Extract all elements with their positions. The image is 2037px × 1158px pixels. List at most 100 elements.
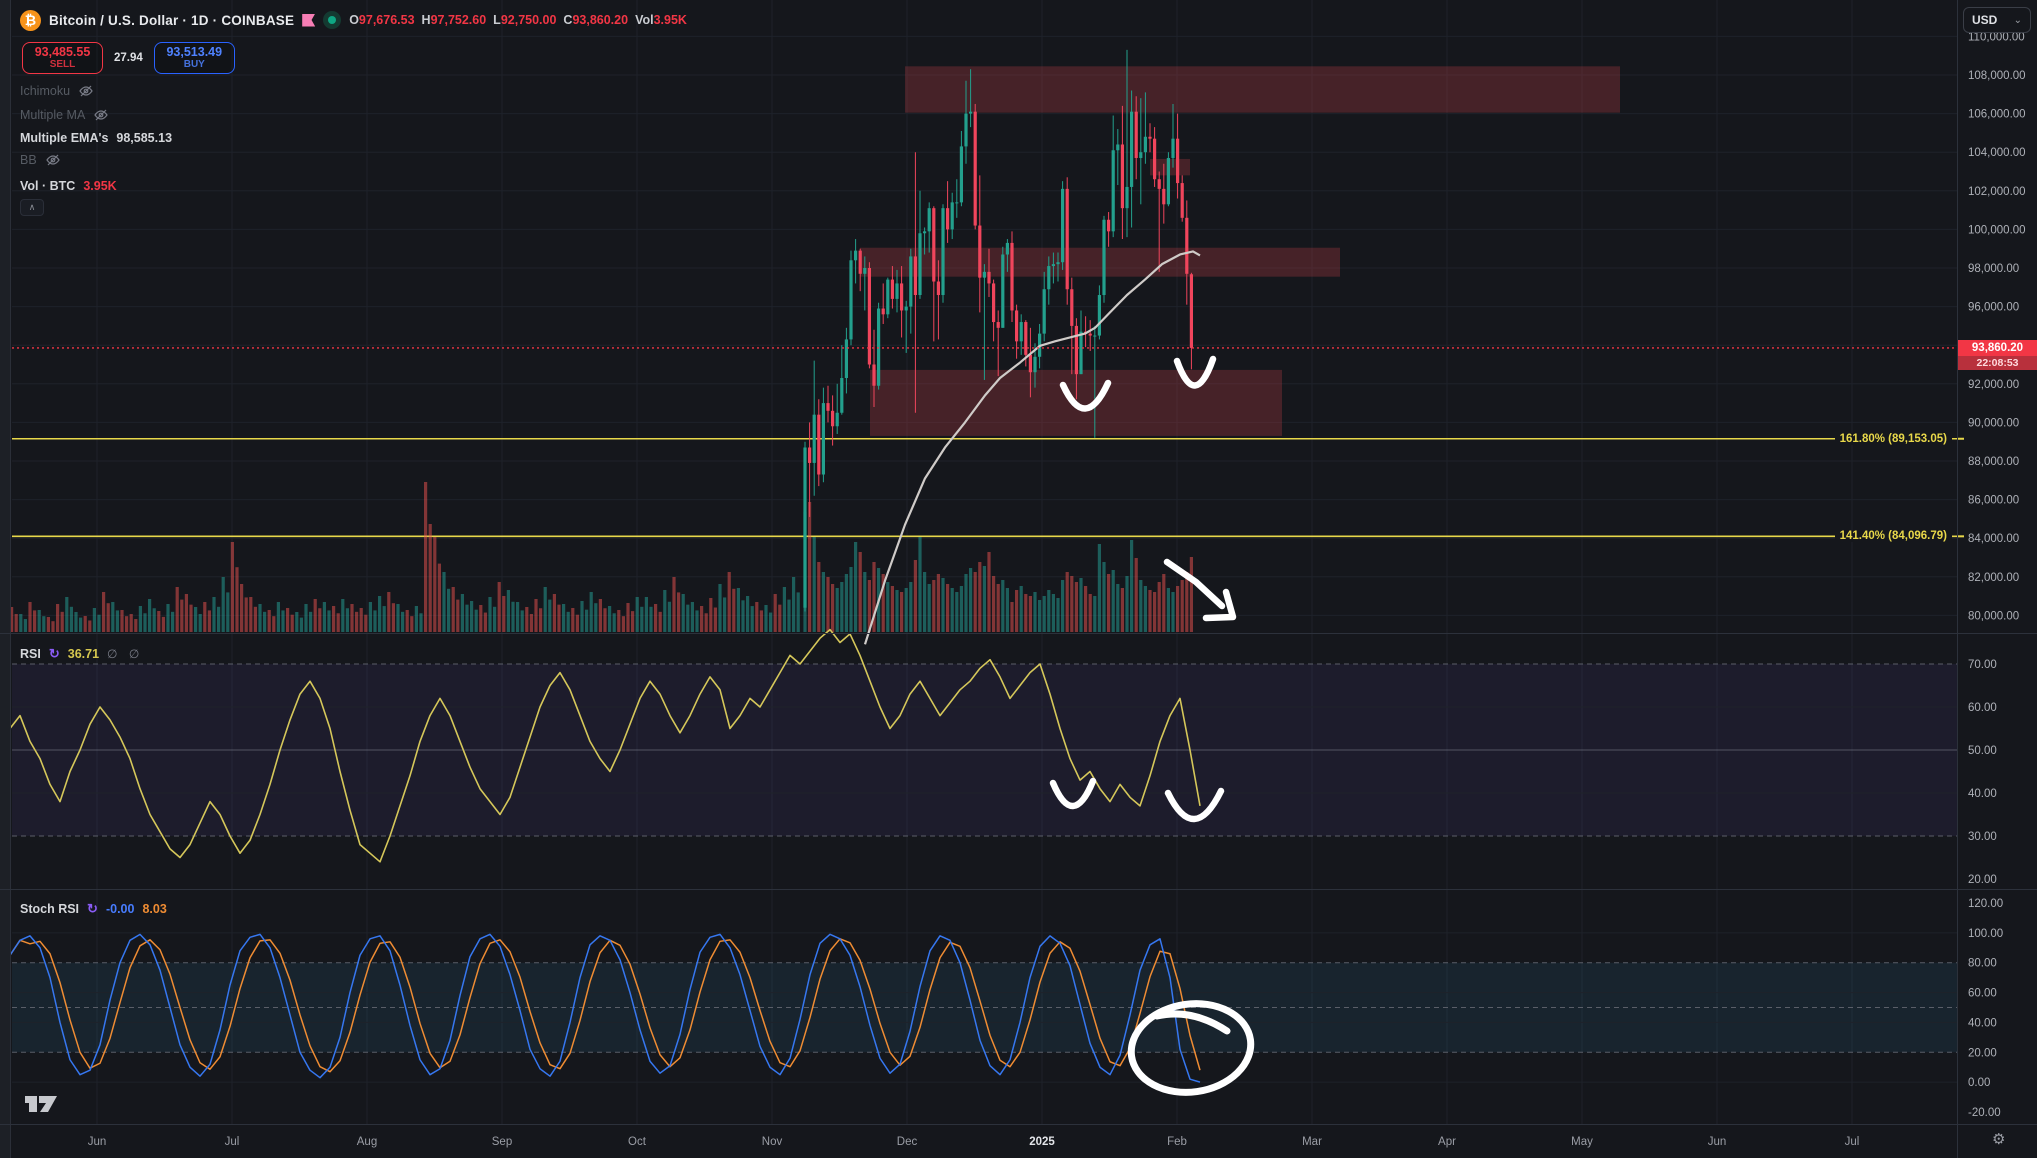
volume-bar <box>936 574 940 632</box>
refresh-icon[interactable]: ↻ <box>87 901 98 916</box>
candle-body <box>1107 219 1111 232</box>
drawn-arc-annotation[interactable] <box>1164 787 1225 823</box>
volume-bar <box>350 604 354 632</box>
collapse-legend-button[interactable]: ∧ <box>20 199 44 216</box>
volume-bar <box>37 610 41 632</box>
time-axis-label[interactable]: Feb <box>1167 1136 1187 1148</box>
volume-bar <box>913 560 917 632</box>
volume-bar <box>658 611 662 632</box>
time-axis-label[interactable]: Mar <box>1302 1136 1322 1148</box>
price-tick-label: 88,000.00 <box>1968 456 2019 468</box>
time-axis-label[interactable]: Nov <box>762 1136 783 1148</box>
fib-label[interactable]: 141.40% (84,096.79) <box>1834 530 1952 543</box>
volume-bar <box>414 606 418 632</box>
legend-item-vol-btc[interactable]: Vol · BTC 3.95K <box>20 177 117 195</box>
gear-icon[interactable]: ⚙ <box>1992 1131 2006 1148</box>
volume-bar <box>295 612 299 632</box>
drawn-arc-annotation[interactable] <box>1173 355 1217 389</box>
buy-button[interactable]: 93,513.49 BUY <box>153 42 235 74</box>
time-axis-label[interactable]: Oct <box>628 1136 647 1148</box>
volume-bar <box>465 604 469 632</box>
time-axis-label[interactable]: Jul <box>1845 1136 1860 1148</box>
candle-body <box>1088 333 1092 336</box>
sell-button[interactable]: 93,485.55 SELL <box>22 42 103 74</box>
volume-bar <box>1139 580 1143 632</box>
time-axis-label[interactable]: 2025 <box>1029 1136 1055 1148</box>
volume-bar <box>575 614 579 632</box>
low-value: 92,750.00 <box>500 13 557 27</box>
fib-label[interactable]: 161.80% (89,153.05) <box>1834 432 1952 445</box>
supply-zone[interactable] <box>860 247 1340 277</box>
price-tick-label: 84,000.00 <box>1968 533 2019 545</box>
volume-bar <box>111 602 115 632</box>
empty-set-icons: ∅ ∅ <box>107 647 144 661</box>
drawn-arrow-shaft[interactable] <box>1163 558 1226 610</box>
candle-body <box>817 414 821 475</box>
volume-bar <box>900 592 904 632</box>
volume-bar <box>844 574 848 632</box>
left-toolbar-strip[interactable] <box>0 0 10 1158</box>
candle-body <box>1047 266 1051 290</box>
candle-body <box>1111 150 1115 232</box>
rsi-title: RSI <box>20 647 41 661</box>
eye-off-icon[interactable] <box>45 153 61 167</box>
eye-off-icon[interactable] <box>78 84 94 98</box>
legend-item-multiple-ma[interactable]: Multiple MA <box>20 106 109 124</box>
volume-bar <box>1065 572 1069 632</box>
volume-bar <box>1070 576 1074 632</box>
candle-body <box>996 322 1000 328</box>
volume-bar <box>955 592 959 632</box>
time-axis-label[interactable]: Dec <box>897 1136 918 1148</box>
refresh-icon[interactable]: ↻ <box>48 646 60 661</box>
rsi-pane-header[interactable]: RSI ↻ 36.71 ∅ ∅ <box>20 646 143 662</box>
drawn-arrow-head[interactable] <box>1202 588 1237 622</box>
stoch-rsi-pane-header[interactable]: Stoch RSI ↻ -0.00 8.03 <box>20 901 167 917</box>
volume-bar <box>566 611 570 632</box>
eye-off-icon[interactable] <box>93 108 109 122</box>
volume-bar <box>235 567 239 632</box>
rsi-tick-label: 20.00 <box>1968 874 1997 886</box>
tradingview-logo[interactable] <box>24 1094 58 1114</box>
open-value: 97,676.53 <box>358 13 415 27</box>
drawn-arc-annotation[interactable] <box>1049 777 1097 810</box>
candle-body <box>904 306 908 311</box>
drawn-circle-stroke[interactable] <box>1153 1010 1231 1035</box>
stoch-tick-label: 80.00 <box>1968 958 1997 970</box>
legend-item-ichimoku[interactable]: Ichimoku <box>20 82 94 100</box>
time-axis-label[interactable]: Apr <box>1438 1136 1456 1148</box>
drawn-circle-annotation[interactable] <box>1125 996 1256 1100</box>
bar-countdown: 22:08:53 <box>1958 356 2037 370</box>
volume-bar <box>1047 590 1051 632</box>
time-axis-label[interactable]: Sep <box>492 1136 512 1148</box>
currency-selector[interactable]: USD ⌄ <box>1963 7 2031 33</box>
time-axis-label[interactable]: May <box>1571 1136 1593 1148</box>
candle-body <box>1189 274 1193 348</box>
candle-body <box>877 308 881 386</box>
legend-item-multiple-ema-s[interactable]: Multiple EMA's 98,585.13 <box>20 129 172 147</box>
volume-bar <box>368 602 372 632</box>
volume-bar <box>230 542 234 632</box>
candle-body <box>808 447 812 463</box>
flag-icon[interactable] <box>302 13 316 27</box>
volume-bar <box>1166 588 1170 632</box>
volume-bar <box>378 596 382 632</box>
volume-bar <box>594 603 598 632</box>
time-axis-label[interactable]: Jun <box>1708 1136 1727 1148</box>
drawn-arc-annotation[interactable] <box>1059 379 1112 412</box>
time-axis-label[interactable]: Jul <box>225 1136 240 1148</box>
candle-body <box>1024 322 1028 355</box>
volume-bar <box>987 552 991 632</box>
price-tick-label: 100,000.00 <box>1968 224 2026 236</box>
time-axis-label[interactable]: Aug <box>357 1136 377 1148</box>
symbol-title[interactable]: Bitcoin / U.S. Dollar · 1D · COINBASE <box>49 12 295 28</box>
volume-bar <box>525 607 529 632</box>
time-axis-label[interactable]: Jun <box>88 1136 107 1148</box>
legend-item-bb[interactable]: BB <box>20 151 61 169</box>
ema-line[interactable] <box>863 250 1201 645</box>
volume-bar <box>704 613 708 632</box>
volume-bar <box>327 610 331 632</box>
volume-bar <box>580 601 584 632</box>
market-status-icon[interactable] <box>323 11 342 29</box>
supply-zone[interactable] <box>905 66 1620 113</box>
